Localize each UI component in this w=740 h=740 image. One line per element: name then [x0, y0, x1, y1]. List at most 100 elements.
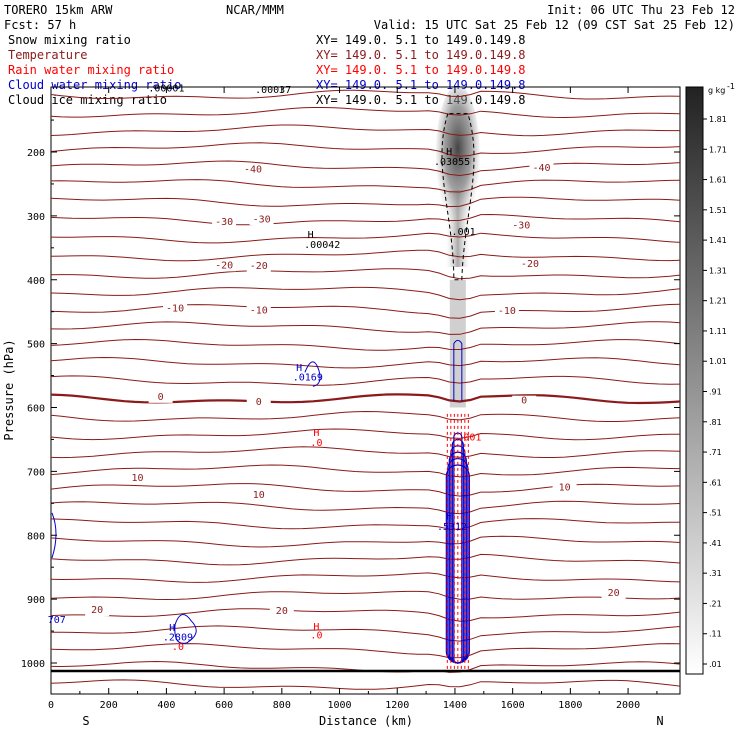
isotherm-label: 20	[608, 588, 620, 599]
isotherm-line	[51, 142, 680, 157]
isotherms	[51, 89, 680, 690]
isotherm-label-bg	[517, 258, 542, 270]
isotherm-line	[51, 446, 680, 459]
isotherm-line	[51, 249, 680, 262]
legend-cloud-ice-xy: XY= 149.0. 5.1 to 149.0.149.8	[316, 93, 526, 107]
cloud-water-contour-upper	[453, 339, 463, 402]
colorbar-tick-label: .41	[709, 539, 722, 548]
colorbar-tick-label: 1.41	[709, 236, 727, 245]
x-tick-label-1400: 1400	[443, 700, 467, 711]
x-tick-label-1600: 1600	[501, 700, 525, 711]
colorbar-tick-label: .71	[709, 448, 722, 457]
colorbar-tick-label: .91	[709, 388, 722, 397]
isotherm-label-bg	[246, 305, 271, 317]
isotherm-label: -40	[532, 163, 550, 174]
isotherm-label: 0	[521, 396, 527, 407]
legend-cloud-water-xy: XY= 149.0. 5.1 to 149.0.149.8	[316, 78, 526, 92]
x-tick-label-200: 200	[100, 700, 118, 711]
x-tick-label-0: 0	[48, 700, 54, 711]
y-tick-label-900: 900	[27, 595, 45, 606]
forecast-hour: Fcst: 57 h	[4, 18, 76, 32]
init-time: Init: 06 UTC Thu 23 Feb 12	[547, 3, 735, 17]
colorbar-tick-label: 1.01	[709, 357, 727, 366]
colorbar-tick-label: .61	[709, 478, 722, 487]
colorbar-tick-label: 1.31	[709, 266, 727, 275]
model-title: TORERO 15km ARW	[4, 3, 113, 17]
colorbar-tick-label: .51	[709, 509, 722, 518]
y-tick-label-200: 200	[27, 148, 45, 159]
legend-cloud-ice-name: Cloud ice mixing ratio	[8, 93, 167, 107]
x-end-label-south: S	[82, 714, 89, 728]
field-annotation: .03055	[434, 157, 470, 168]
field-annotation: H	[313, 428, 319, 439]
isotherm-line	[51, 303, 680, 319]
x-end-label-north: N	[656, 714, 663, 728]
isotherm-line	[51, 608, 680, 622]
legend-rain-xy: XY= 149.0. 5.1 to 149.0.149.8	[316, 63, 526, 77]
field-annotation: H	[308, 230, 314, 241]
y-tick-label-600: 600	[27, 404, 45, 415]
y-tick-label-700: 700	[27, 467, 45, 478]
isotherm-label: -20	[250, 261, 268, 272]
isotherm-line	[51, 483, 680, 497]
isotherm-label: -10	[498, 306, 516, 317]
isotherm-label-bg	[246, 396, 271, 408]
x-tick-label-1800: 1800	[558, 700, 582, 711]
isotherm-line	[51, 179, 680, 193]
isotherm-label: 20	[276, 606, 288, 617]
isotherm-label-bg	[529, 163, 554, 175]
isotherm-line	[51, 625, 680, 642]
field-annotation: .00042	[304, 240, 340, 251]
cloud-water-blob-mid	[304, 361, 321, 387]
cloud-ice-contour	[441, 113, 475, 281]
x-tick-label-2000: 2000	[616, 700, 640, 711]
colorbar-ramp	[685, 86, 704, 675]
cloud-water-blob-low	[174, 614, 197, 644]
x-tick-label-1000: 1000	[327, 700, 351, 711]
field-annotation: .0	[310, 631, 322, 642]
isotherm-line	[51, 518, 680, 530]
legend-temperature-xy: XY= 149.0. 5.1 to 149.0.149.8	[316, 48, 526, 62]
isotherm-line	[51, 572, 680, 583]
x-axis-title: Distance (km)	[319, 714, 413, 728]
colorbar-unit: g kg	[708, 86, 725, 95]
isotherm-line	[51, 89, 680, 100]
y-axis-title: Pressure (hPa)	[2, 339, 16, 440]
field-annotation: .001	[457, 433, 481, 444]
colorbar-ticks: 1.81 1.71 1.61 1.51 1.41 1.31 1.21 1.11 1.01 .91.…	[703, 115, 727, 669]
isotherm-line	[51, 590, 680, 601]
isotherm-label: -20	[521, 259, 539, 270]
isotherm-line	[51, 428, 680, 441]
field-annotation: .00037	[255, 85, 291, 96]
isotherm-label-bg	[494, 306, 519, 318]
isotherm-label: -30	[253, 214, 271, 225]
isotherm-line	[51, 464, 680, 478]
isotherm-line	[51, 286, 680, 301]
colorbar-tick-label: 1.71	[709, 145, 727, 154]
isotherm-line	[51, 356, 680, 369]
isotherm-line	[51, 160, 680, 177]
isotherm-label: -30	[512, 221, 530, 232]
legend-snow-name: Snow mixing ratio	[8, 33, 131, 47]
isotherm-label-bg	[249, 214, 274, 226]
plot-frame	[50, 86, 681, 695]
y-tick-label-300: 300	[27, 212, 45, 223]
isotherm-label-bg	[148, 391, 173, 403]
isotherm-line	[51, 268, 680, 280]
isotherm-line	[51, 553, 680, 566]
isotherm-label: 0	[256, 397, 262, 408]
field-annotation: H	[313, 622, 319, 633]
isotherm-line	[51, 410, 680, 422]
x-tick-label-1200: 1200	[385, 700, 409, 711]
isotherm-line	[51, 679, 680, 690]
isotherm-label: 10	[132, 473, 144, 484]
y-tick-label-800: 800	[27, 531, 45, 542]
colorbar-unit-exponent: -1	[727, 82, 735, 91]
colorbar-tick-label: .21	[709, 599, 722, 608]
field-annotation: H	[446, 511, 452, 522]
isotherm-label-bg	[509, 220, 534, 232]
x-axis: 0 200 400 600 800 1000 1200 1400 1600 1800 2000	[48, 87, 658, 711]
colorbar: g kg -1 1.81 1.71 1.61 1.51 1.41 1.31 1.21 1.11…	[685, 82, 735, 675]
cloud-water-contour	[445, 464, 470, 664]
